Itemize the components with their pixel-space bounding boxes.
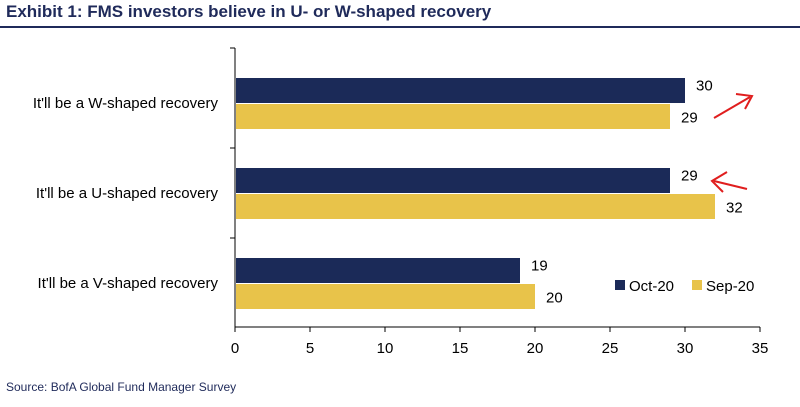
- data-label: 32: [726, 200, 743, 217]
- data-label: 30: [696, 78, 713, 95]
- x-tick-label: 0: [231, 340, 239, 357]
- bars: [236, 78, 715, 309]
- x-tick-label: 25: [602, 340, 619, 357]
- legend: Oct-20 Sep-20: [615, 278, 754, 295]
- bar-sep-20: [236, 104, 670, 129]
- x-axis: 0 5 10 15 20 25 30 35: [230, 47, 769, 357]
- annotations: [710, 93, 754, 193]
- bar-sep-20: [236, 194, 715, 219]
- arrow-head-icon: [710, 171, 728, 193]
- data-label: 20: [546, 290, 563, 307]
- data-labels: 30 29 29 32 19 20: [531, 78, 743, 307]
- chart-title: Exhibit 1: FMS investors believe in U- o…: [6, 2, 492, 21]
- annotation-arrow: [713, 96, 751, 119]
- data-label: 29: [681, 110, 698, 127]
- source-note: Source: BofA Global Fund Manager Survey: [6, 380, 237, 394]
- x-tick-label: 30: [677, 340, 694, 357]
- data-label: 19: [531, 258, 548, 275]
- bar-oct-20: [236, 168, 670, 193]
- x-tick-label: 5: [306, 340, 314, 357]
- category-labels: It'll be a W-shaped recovery It'll be a U…: [33, 95, 219, 292]
- legend-swatch: [615, 280, 625, 290]
- bar-sep-20: [236, 284, 535, 309]
- category-label: It'll be a W-shaped recovery: [33, 95, 219, 112]
- bar-oct-20: [236, 78, 685, 103]
- x-tick-label: 15: [452, 340, 469, 357]
- x-tick-label: 35: [752, 340, 769, 357]
- x-tick-label: 20: [527, 340, 544, 357]
- title-rule: [0, 26, 800, 28]
- legend-label: Oct-20: [629, 278, 674, 295]
- x-tick-label: 10: [377, 340, 394, 357]
- category-label: It'll be a V-shaped recovery: [38, 275, 219, 292]
- arrow-head-icon: [735, 93, 754, 110]
- data-label: 29: [681, 168, 698, 185]
- legend-label: Sep-20: [706, 278, 754, 295]
- annotation-arrow: [713, 180, 748, 190]
- bar-oct-20: [236, 258, 520, 283]
- legend-swatch: [692, 280, 702, 290]
- category-label: It'll be a U-shaped recovery: [36, 185, 219, 202]
